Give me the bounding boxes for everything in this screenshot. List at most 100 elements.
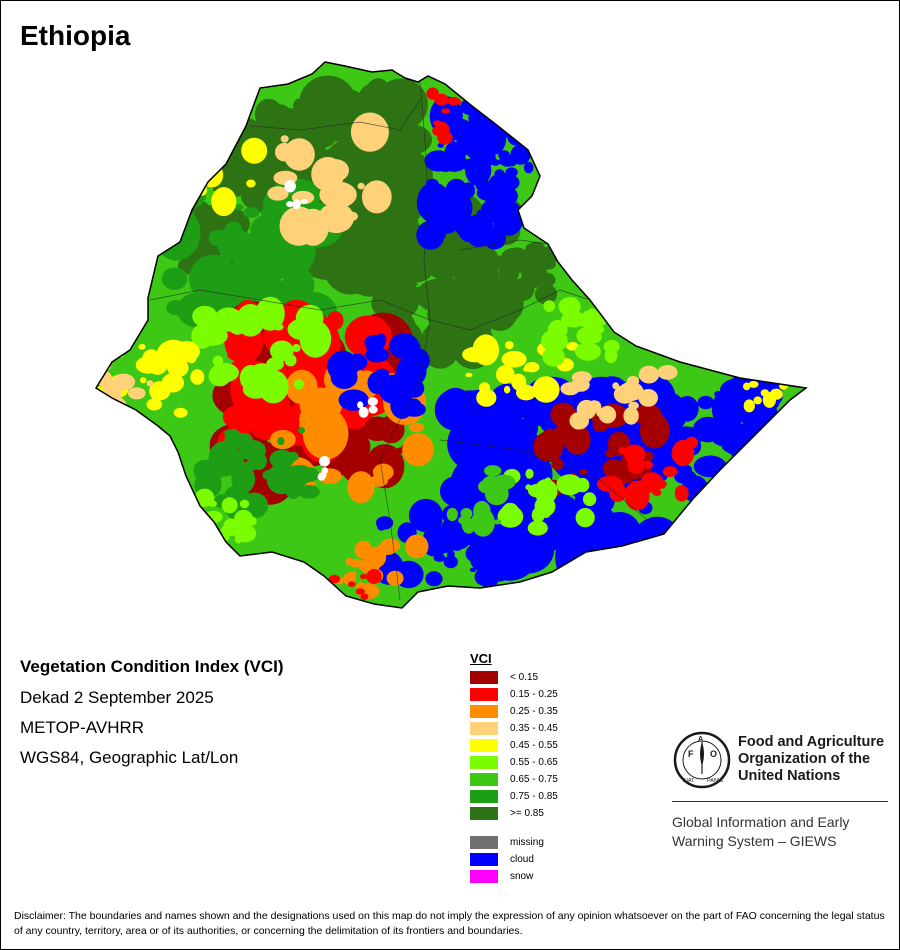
vci-patch <box>215 102 240 126</box>
vci-patch <box>505 167 518 178</box>
vci-patch <box>533 241 545 254</box>
vci-patch <box>685 432 693 439</box>
vci-patch <box>183 152 198 162</box>
vci-patch <box>192 305 218 327</box>
vci-patch <box>313 106 339 129</box>
vci-patch <box>478 382 491 394</box>
vci-patch <box>634 404 662 427</box>
vci-patch <box>349 571 357 578</box>
vci-patch <box>495 365 515 384</box>
vci-patch <box>505 102 522 120</box>
vci-patch <box>428 507 436 516</box>
vci-patch <box>623 406 639 425</box>
vci-patch <box>161 267 188 291</box>
vci-patch <box>447 96 460 106</box>
legend-label: missing <box>510 837 544 848</box>
vci-patch <box>736 477 749 490</box>
vci-patch <box>327 311 344 330</box>
vci-patch <box>373 154 396 176</box>
vci-patch <box>220 524 240 537</box>
legend-label: 0.45 - 0.55 <box>510 740 558 751</box>
vci-patch <box>386 570 404 586</box>
vci-patch <box>321 467 329 475</box>
vci-patch <box>623 444 646 464</box>
legend-swatch <box>470 671 498 684</box>
vci-patch <box>504 341 514 350</box>
vci-patch <box>627 376 640 386</box>
vci-patch <box>435 157 444 163</box>
vci-patch <box>518 113 539 137</box>
vci-patch <box>710 424 738 447</box>
vci-patch <box>511 373 527 391</box>
vci-patch <box>367 371 387 395</box>
vci-patch <box>425 571 443 587</box>
vci-patch <box>743 382 751 391</box>
vci-patch <box>195 488 215 507</box>
vci-patch <box>146 398 163 411</box>
index-title: Vegetation Condition Index (VCI) <box>20 657 284 676</box>
legend-label: 0.35 - 0.45 <box>510 723 558 734</box>
vci-patch <box>367 397 378 406</box>
vci-patch <box>575 508 595 528</box>
vci-patch <box>226 458 241 474</box>
legend-swatch <box>470 773 498 786</box>
vci-patch <box>498 150 510 160</box>
vci-patch <box>457 295 466 302</box>
vci-patch <box>285 482 302 499</box>
legend-swatch <box>470 739 498 752</box>
vci-patch <box>497 505 524 528</box>
vci-patch <box>234 204 244 211</box>
vci-patch <box>96 408 121 431</box>
vci-patch <box>177 194 184 201</box>
vci-patch <box>738 455 758 470</box>
vci-patch <box>147 353 168 375</box>
vci-patch <box>221 497 238 514</box>
vci-patch <box>463 408 488 429</box>
vci-patch <box>224 430 232 436</box>
vci-patch <box>535 377 551 393</box>
vci-patch <box>598 405 617 424</box>
vci-patch <box>603 288 627 312</box>
vci-patch <box>748 380 759 388</box>
fao-logo-icon: F O A FIAT PANIS <box>673 731 731 789</box>
vci-patch <box>496 255 505 263</box>
country-title: Ethiopia <box>20 20 131 51</box>
vci-patch <box>713 474 726 486</box>
vci-patch <box>743 399 755 413</box>
fao-name-line: Organization of the <box>738 751 871 767</box>
vci-patch <box>396 356 427 387</box>
vci-patch <box>311 156 345 192</box>
vci-patch <box>193 459 217 482</box>
vci-patch <box>493 519 502 525</box>
period-label: Dekad 2 September 2025 <box>20 688 214 707</box>
vci-patch <box>266 357 284 371</box>
legend-label: 0.75 - 0.85 <box>510 791 558 802</box>
vci-patch <box>610 522 631 541</box>
legend-swatch <box>470 853 498 866</box>
vci-patch <box>212 355 224 367</box>
vci-patch <box>293 379 304 390</box>
legend-swatch <box>470 722 498 735</box>
vci-patch <box>479 150 496 166</box>
vci-patch <box>185 523 194 529</box>
vci-patch <box>638 365 660 384</box>
svg-text:FIAT: FIAT <box>683 778 695 784</box>
vci-patch <box>525 468 534 479</box>
vci-patch <box>405 534 429 559</box>
vci-patch <box>347 353 368 371</box>
vci-patch <box>375 516 394 530</box>
vci-patch <box>428 547 445 557</box>
vci-patch <box>523 366 530 372</box>
country-outline <box>94 61 808 609</box>
vci-patch <box>579 469 588 475</box>
vci-patch <box>481 182 495 193</box>
vci-patch <box>461 182 475 199</box>
legend-title: VCI <box>470 651 492 666</box>
vci-patch <box>308 130 335 149</box>
vci-patch <box>111 373 136 391</box>
vci-patch <box>277 437 285 446</box>
vci-patch <box>437 130 453 145</box>
vci-patch <box>477 518 490 533</box>
vci-patch <box>379 226 406 257</box>
svg-text:PANIS: PANIS <box>707 778 723 784</box>
